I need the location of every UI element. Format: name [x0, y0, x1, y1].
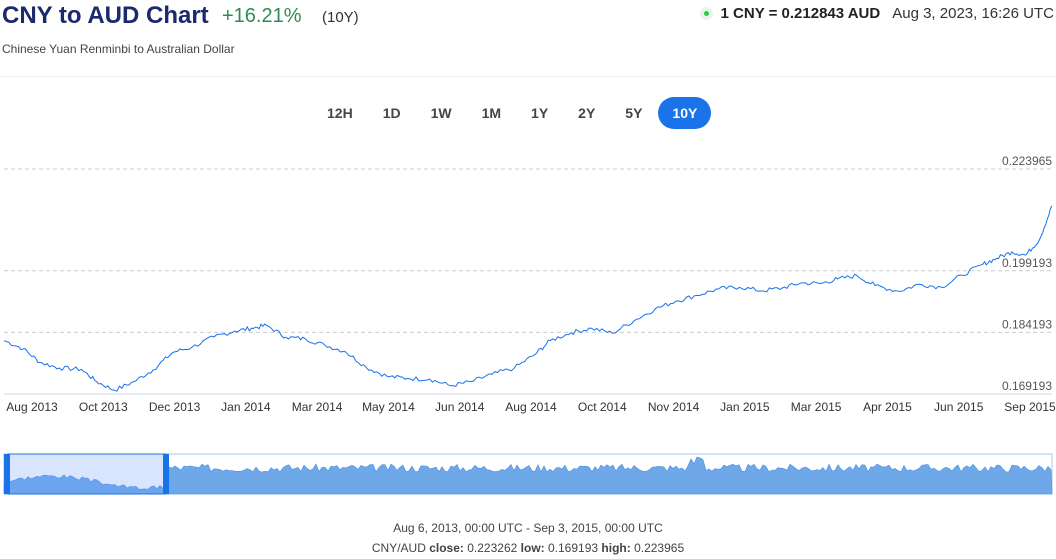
y-tick-label: 0.184193 — [1002, 317, 1052, 331]
range-button-10y[interactable]: 10Y — [658, 97, 712, 129]
high-label: high: — [601, 541, 631, 555]
x-tick-label: May 2014 — [362, 400, 415, 414]
range-button-1m[interactable]: 1M — [481, 105, 502, 121]
x-tick-label: Oct 2014 — [578, 400, 627, 414]
range-text: Aug 6, 2013, 00:00 UTC - Sep 3, 2015, 00… — [393, 521, 663, 535]
navigator-series — [3, 456, 1053, 495]
header-divider — [0, 76, 1056, 77]
rate-timestamp: Aug 3, 2023, 16:26 UTC — [892, 5, 1054, 22]
x-tick-label: Mar 2014 — [292, 400, 343, 414]
range-button-1y[interactable]: 1Y — [531, 105, 549, 121]
rate-value: 1 CNY = 0.212843 AUD — [720, 5, 881, 22]
x-tick-label: Jun 2015 — [934, 400, 984, 414]
pair-subtitle: Chinese Yuan Renminbi to Australian Doll… — [2, 42, 235, 56]
close-label: close: — [429, 541, 464, 555]
y-tick-label: 0.223965 — [1002, 154, 1052, 168]
x-tick-label: Mar 2015 — [791, 400, 842, 414]
x-tick-label: Nov 2014 — [648, 400, 700, 414]
series-line — [3, 205, 1053, 392]
range-button-1w[interactable]: 1W — [430, 105, 452, 121]
close-value: 0.223262 — [467, 541, 518, 555]
navigator-selection — [7, 453, 167, 495]
x-tick-label: Aug 2013 — [6, 400, 58, 414]
live-rate: 1 CNY = 0.212843 AUD Aug 3, 2023, 16:26 … — [699, 5, 1054, 22]
x-tick-label: Aug 2014 — [505, 400, 557, 414]
range-selector: 12H 1D 1W 1M 1Y 2Y 5Y 10Y — [313, 97, 713, 129]
navigator-left-handle[interactable] — [4, 454, 10, 494]
x-tick-label: Apr 2015 — [863, 400, 912, 414]
high-value: 0.223965 — [634, 541, 685, 555]
range-button-1d[interactable]: 1D — [382, 105, 401, 121]
live-status-icon — [699, 7, 713, 20]
y-tick-label: 0.169193 — [1002, 379, 1052, 393]
range-button-5y[interactable]: 5Y — [625, 105, 643, 121]
range-navigator[interactable] — [0, 450, 1056, 496]
x-tick-label: Dec 2013 — [149, 400, 201, 414]
low-value: 0.169193 — [548, 541, 599, 555]
x-tick-label: Oct 2013 — [79, 400, 128, 414]
x-tick-label: Jun 2014 — [435, 400, 485, 414]
percent-change: +16.21% — [222, 5, 302, 27]
x-tick-label: Jan 2014 — [221, 400, 271, 414]
chart-title: CNY to AUD Chart — [2, 2, 209, 29]
x-tick-label: Sep 2015 — [1004, 400, 1056, 414]
period-label: (10Y) — [322, 9, 359, 26]
pair-label: CNY/AUD — [371, 541, 426, 555]
low-label: low: — [520, 541, 545, 555]
x-tick-label: Jan 2015 — [720, 400, 770, 414]
price-chart[interactable]: 0.223965 0.199193 0.184193 0.169193 Aug 2013… — [0, 150, 1056, 420]
range-button-2y[interactable]: 2Y — [578, 105, 596, 121]
range-button-12h[interactable]: 12H — [327, 105, 353, 121]
close-summary: CNY/AUD close: 0.223262 low: 0.169193 hi… — [0, 541, 1056, 555]
navigator-right-handle[interactable] — [163, 454, 169, 494]
y-tick-label: 0.199193 — [1002, 256, 1052, 270]
